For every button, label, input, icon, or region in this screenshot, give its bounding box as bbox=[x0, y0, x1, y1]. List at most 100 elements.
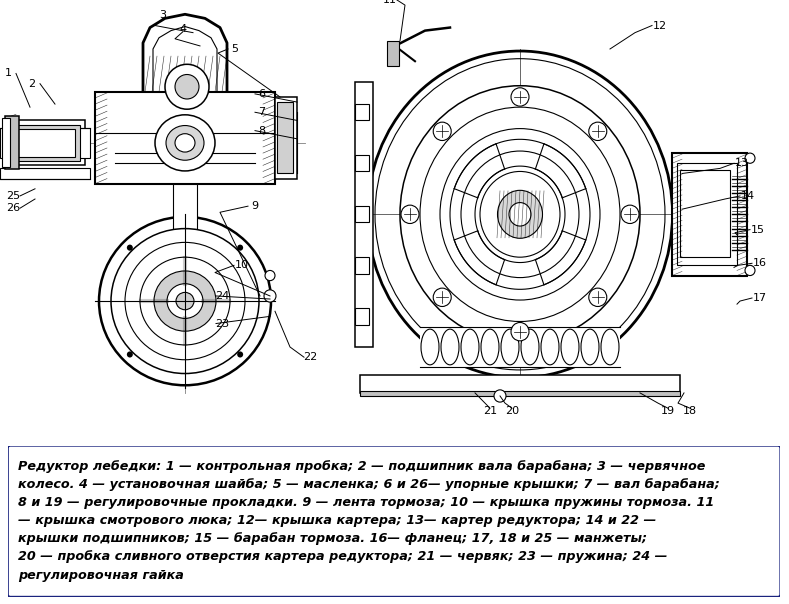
Ellipse shape bbox=[481, 329, 499, 365]
Text: 16: 16 bbox=[753, 259, 767, 268]
Text: — крышка смотрового люка; 12— крышка картера; 13— картер редуктора; 14 и 22 —: — крышка смотрового люка; 12— крышка кар… bbox=[18, 514, 656, 527]
Bar bbox=[355, 206, 369, 222]
Bar bbox=[95, 92, 275, 184]
Ellipse shape bbox=[400, 86, 640, 343]
Circle shape bbox=[264, 290, 276, 302]
Ellipse shape bbox=[498, 190, 543, 239]
Bar bbox=[0, 169, 90, 179]
Ellipse shape bbox=[440, 129, 600, 300]
Text: 7: 7 bbox=[259, 108, 266, 117]
Bar bbox=[277, 102, 293, 173]
Text: 15: 15 bbox=[751, 225, 765, 234]
Bar bbox=[355, 257, 369, 274]
Text: 20 — пробка сливного отверстия картера редуктора; 21 — червяк; 23 — пружина; 24 : 20 — пробка сливного отверстия картера р… bbox=[18, 550, 667, 564]
Circle shape bbox=[589, 122, 607, 141]
Circle shape bbox=[494, 390, 506, 402]
Ellipse shape bbox=[441, 329, 459, 365]
Bar bbox=[0, 127, 90, 158]
Circle shape bbox=[745, 265, 755, 275]
Text: 14: 14 bbox=[741, 191, 755, 201]
Ellipse shape bbox=[521, 329, 539, 365]
Ellipse shape bbox=[176, 292, 194, 310]
Ellipse shape bbox=[125, 242, 245, 360]
Bar bbox=[360, 391, 680, 396]
Bar bbox=[5, 120, 85, 165]
Text: 9: 9 bbox=[252, 201, 259, 211]
Bar bbox=[173, 184, 197, 271]
Bar bbox=[677, 163, 737, 265]
Text: 17: 17 bbox=[753, 293, 767, 303]
Text: 18: 18 bbox=[683, 406, 697, 416]
Text: крышки подшипников; 15 — барабан тормоза. 16— фланец; 17, 18 и 25 — манжеты;: крышки подшипников; 15 — барабан тормоза… bbox=[18, 532, 647, 545]
Text: 1: 1 bbox=[5, 68, 12, 79]
Bar bbox=[420, 327, 620, 367]
Bar bbox=[355, 82, 373, 347]
Text: 24: 24 bbox=[215, 291, 229, 301]
Ellipse shape bbox=[421, 329, 439, 365]
Ellipse shape bbox=[175, 133, 195, 152]
Text: 10: 10 bbox=[235, 260, 249, 271]
Ellipse shape bbox=[140, 257, 230, 345]
Ellipse shape bbox=[99, 217, 271, 385]
Circle shape bbox=[433, 122, 451, 141]
Text: 13: 13 bbox=[735, 158, 749, 169]
Ellipse shape bbox=[420, 107, 620, 321]
Text: 21: 21 bbox=[483, 406, 497, 416]
Bar bbox=[15, 129, 75, 157]
Circle shape bbox=[511, 88, 529, 106]
Text: 11: 11 bbox=[383, 0, 397, 5]
Circle shape bbox=[175, 74, 199, 99]
Circle shape bbox=[401, 205, 419, 223]
FancyBboxPatch shape bbox=[7, 445, 781, 598]
Ellipse shape bbox=[111, 228, 259, 373]
Text: 12: 12 bbox=[653, 21, 667, 31]
Circle shape bbox=[127, 352, 133, 358]
Text: 25: 25 bbox=[6, 191, 20, 201]
Text: 2: 2 bbox=[28, 79, 36, 89]
Bar bbox=[5, 117, 19, 169]
Text: 26: 26 bbox=[6, 203, 20, 213]
Ellipse shape bbox=[368, 51, 672, 378]
Ellipse shape bbox=[461, 329, 479, 365]
Ellipse shape bbox=[601, 329, 619, 365]
Circle shape bbox=[127, 245, 133, 251]
Circle shape bbox=[433, 288, 451, 306]
Text: колесо. 4 — установочная шайба; 5 — масленка; 6 и 26— упорные крышки; 7 — вал ба: колесо. 4 — установочная шайба; 5 — масл… bbox=[18, 478, 720, 491]
Text: 8: 8 bbox=[259, 126, 266, 136]
Bar bbox=[355, 155, 369, 172]
Ellipse shape bbox=[155, 115, 215, 171]
Bar bbox=[672, 153, 747, 275]
Ellipse shape bbox=[541, 329, 559, 365]
Text: 5: 5 bbox=[231, 44, 238, 54]
Text: 19: 19 bbox=[661, 406, 675, 416]
Ellipse shape bbox=[561, 329, 579, 365]
Ellipse shape bbox=[167, 284, 203, 318]
Bar bbox=[680, 170, 730, 257]
Bar bbox=[387, 41, 399, 66]
Circle shape bbox=[237, 245, 243, 251]
Circle shape bbox=[237, 352, 243, 358]
Text: 23: 23 bbox=[215, 318, 229, 329]
Bar bbox=[2, 118, 10, 167]
Bar bbox=[10, 124, 80, 161]
Bar bbox=[355, 308, 369, 324]
Bar bbox=[360, 374, 680, 393]
Text: 8 и 19 — регулировочные прокладки. 9 — лента тормоза; 10 — крышка пружины тормоз: 8 и 19 — регулировочные прокладки. 9 — л… bbox=[18, 496, 714, 509]
Text: 6: 6 bbox=[259, 89, 266, 99]
Ellipse shape bbox=[501, 329, 519, 365]
Text: 4: 4 bbox=[179, 24, 186, 34]
Text: 3: 3 bbox=[159, 10, 166, 21]
Circle shape bbox=[589, 288, 607, 306]
Ellipse shape bbox=[480, 172, 560, 257]
Ellipse shape bbox=[166, 126, 204, 160]
Text: 20: 20 bbox=[505, 406, 519, 416]
Circle shape bbox=[621, 205, 639, 223]
Circle shape bbox=[745, 153, 755, 163]
Ellipse shape bbox=[461, 151, 579, 278]
Circle shape bbox=[265, 271, 275, 281]
Ellipse shape bbox=[509, 202, 531, 226]
Circle shape bbox=[165, 64, 209, 109]
Bar bbox=[355, 104, 369, 120]
Ellipse shape bbox=[154, 271, 216, 331]
Bar bbox=[275, 97, 297, 179]
